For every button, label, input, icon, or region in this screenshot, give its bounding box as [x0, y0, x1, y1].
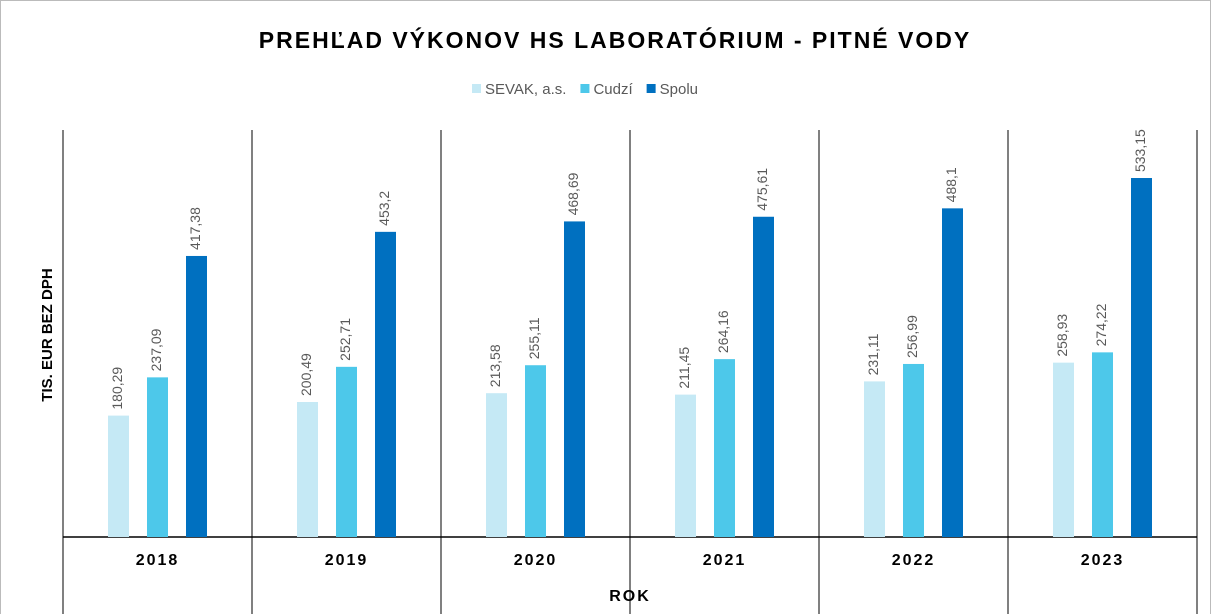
- x-tick-label: 2020: [514, 552, 558, 569]
- data-label: 264,16: [715, 310, 731, 353]
- x-axis-label: ROK: [609, 588, 651, 605]
- data-label: 252,71: [337, 318, 353, 361]
- data-label: 417,38: [187, 207, 203, 250]
- bar: [186, 255, 207, 538]
- bar: [108, 415, 129, 537]
- data-label: 453,2: [376, 191, 392, 226]
- data-label: 231,11: [865, 333, 881, 375]
- bar: [1131, 178, 1152, 537]
- data-label: 213,58: [487, 344, 503, 387]
- bar: [147, 377, 168, 537]
- x-tick-label: 2019: [325, 552, 369, 569]
- legend-label: SEVAK, a.s.: [485, 81, 566, 98]
- x-tick-label: 2021: [703, 552, 747, 569]
- bar: [336, 366, 357, 537]
- legend-label: Cudzí: [593, 81, 633, 98]
- data-label: 533,15: [1132, 129, 1148, 172]
- bar: [1092, 352, 1113, 537]
- x-tick-label: 2023: [1081, 552, 1125, 569]
- bar: [942, 208, 963, 537]
- bar: [564, 221, 585, 537]
- data-label: 200,49: [298, 353, 314, 396]
- bar: [375, 231, 396, 537]
- bar: [903, 363, 924, 537]
- chart-title: PREHĽAD VÝKONOV HS LABORATÓRIUM - PITNÉ …: [259, 26, 971, 53]
- bar: [486, 393, 507, 537]
- bar: [297, 402, 318, 537]
- data-label: 274,22: [1093, 303, 1109, 346]
- bar: [1053, 362, 1074, 537]
- legend-label: Spolu: [660, 81, 698, 98]
- data-label: 237,09: [148, 328, 164, 371]
- data-label: 258,93: [1054, 314, 1070, 357]
- data-label: 211,45: [676, 347, 692, 389]
- legend-swatch: [646, 84, 656, 93]
- y-axis-label: TIS. EUR BEZ DPH: [39, 268, 56, 401]
- bar: [714, 359, 735, 537]
- bar: [675, 394, 696, 537]
- data-label: 180,29: [109, 367, 125, 410]
- data-label: 488,1: [943, 167, 959, 202]
- legend-swatch: [472, 84, 481, 93]
- bar: [525, 365, 546, 537]
- x-tick-label: 2022: [892, 552, 936, 569]
- bar: [753, 216, 774, 538]
- data-label: 256,99: [904, 315, 920, 358]
- legend-swatch: [580, 84, 590, 93]
- data-label: 255,11: [526, 317, 542, 359]
- data-label: 468,69: [565, 172, 581, 215]
- x-tick-label: 2018: [136, 552, 180, 569]
- data-label: 475,61: [754, 168, 770, 211]
- bar: [864, 381, 885, 537]
